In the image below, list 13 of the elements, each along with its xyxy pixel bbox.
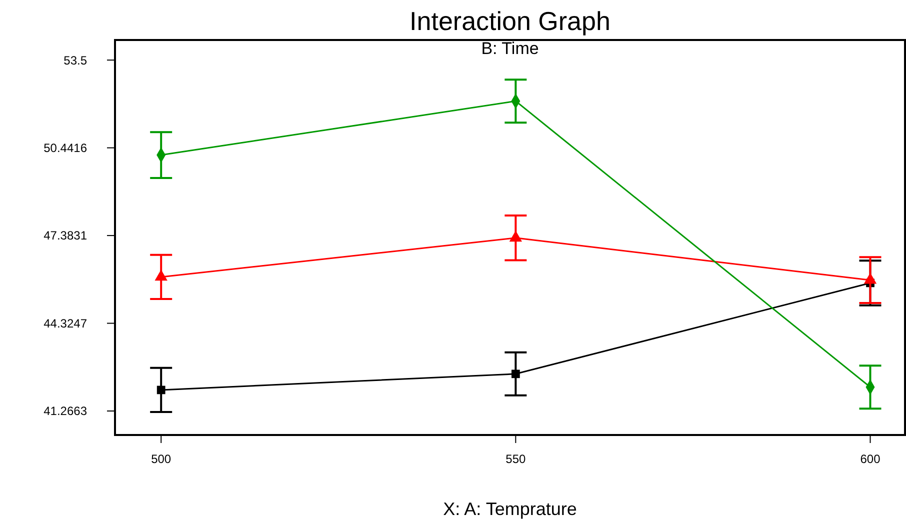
point xyxy=(156,386,166,394)
x-tick-label: 500 xyxy=(151,452,172,466)
y-tick-label: 53.5 xyxy=(64,53,88,68)
chart-subtitle: B: Time xyxy=(481,39,539,58)
y-tick-label: 41.2663 xyxy=(44,404,88,418)
y-tick-label: 47.3831 xyxy=(44,228,88,243)
x-tick-label: 600 xyxy=(860,452,881,466)
x-axis-title: X: A: Temprature xyxy=(443,499,577,519)
y-tick-label: 50.4416 xyxy=(44,141,88,156)
point xyxy=(511,370,520,378)
y-tick-label: 44.3247 xyxy=(44,316,88,330)
x-tick-label: 550 xyxy=(506,452,526,466)
chart-title: Interaction Graph xyxy=(410,6,610,36)
